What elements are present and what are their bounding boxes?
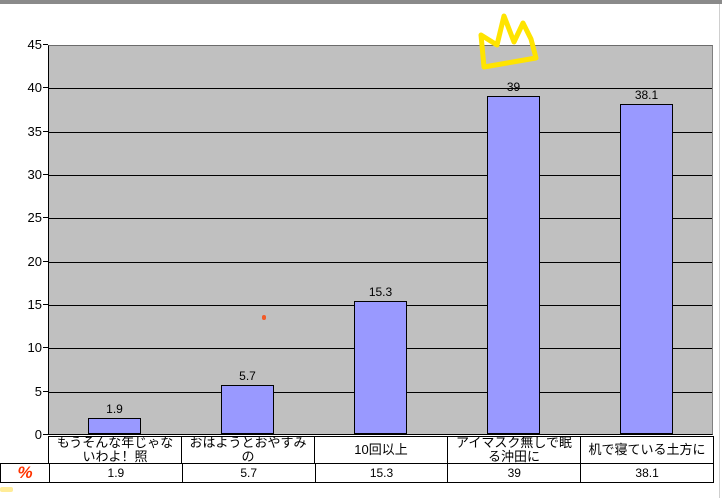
- value-cell: 1.9: [49, 464, 182, 482]
- value-cell: 38.1: [580, 464, 713, 482]
- y-axis-tick: [43, 87, 48, 89]
- value-cell: 39: [447, 464, 580, 482]
- gridline: [49, 175, 712, 176]
- bar-value-label: 39: [506, 80, 521, 94]
- y-axis-tick: [43, 304, 48, 305]
- stray-dot-mark: [262, 315, 266, 320]
- bar-value-label: 1.9: [106, 402, 123, 416]
- y-axis-tick-label: 10: [27, 340, 42, 356]
- y-axis-tick: [43, 434, 48, 435]
- data-table-value-row: % 1.9 5.7 15.3 39 38.1: [0, 463, 714, 483]
- y-axis-tick-label: 25: [27, 210, 42, 226]
- category-label-cell: 10回以上: [314, 437, 447, 463]
- gridline: [49, 218, 712, 220]
- value-cell: 15.3: [314, 464, 448, 482]
- gridline: [49, 131, 712, 133]
- y-axis-tick: [43, 390, 48, 392]
- y-axis-tick-label: 15: [27, 297, 42, 312]
- y-axis-tick: [43, 130, 48, 132]
- bar: [487, 96, 540, 434]
- y-axis-tick: [43, 260, 48, 262]
- value-cell: 5.7: [181, 464, 315, 482]
- y-axis-tick: [43, 44, 48, 45]
- legend-percent-label: %: [17, 463, 33, 482]
- window-right-edge: [719, 4, 720, 498]
- y-axis-tick-label: 45: [27, 37, 42, 52]
- y-axis-tick: [43, 174, 48, 175]
- category-header-row: もうそんな年じゃないわよ！照 おはようとおやすみの 10回以上 アイマスク無しで眠る沖…: [48, 436, 714, 463]
- category-label-cell: アイマスク無しで眠る沖田に: [447, 437, 580, 463]
- gridline: [49, 88, 712, 90]
- bar-value-label: 5.7: [239, 369, 256, 383]
- y-axis-tick-label: 5: [34, 383, 42, 399]
- bar-value-label: 15.3: [368, 285, 393, 299]
- bar: [88, 418, 141, 434]
- category-label-cell: 机で寝ている土方に: [580, 437, 713, 463]
- bar-value-label: 38.1: [634, 88, 659, 102]
- y-axis-tick: [43, 217, 48, 219]
- category-label-cell: おはようとおやすみの: [181, 437, 314, 463]
- bar: [221, 385, 274, 434]
- bar: [620, 104, 673, 434]
- y-axis-tick-label: 0: [34, 427, 42, 442]
- window-top-edge: [0, 0, 722, 4]
- smudge-mark: [0, 487, 13, 492]
- bar: [354, 301, 407, 434]
- gridline: [49, 261, 712, 263]
- category-label-cell: もうそんな年じゃないわよ！照: [56, 437, 174, 463]
- y-axis-tick-label: 30: [27, 167, 42, 182]
- y-axis-tick-label: 20: [27, 253, 42, 269]
- y-axis-tick-label: 40: [27, 80, 42, 96]
- y-axis-tick: [43, 347, 48, 349]
- y-axis-tick-label: 35: [27, 123, 42, 139]
